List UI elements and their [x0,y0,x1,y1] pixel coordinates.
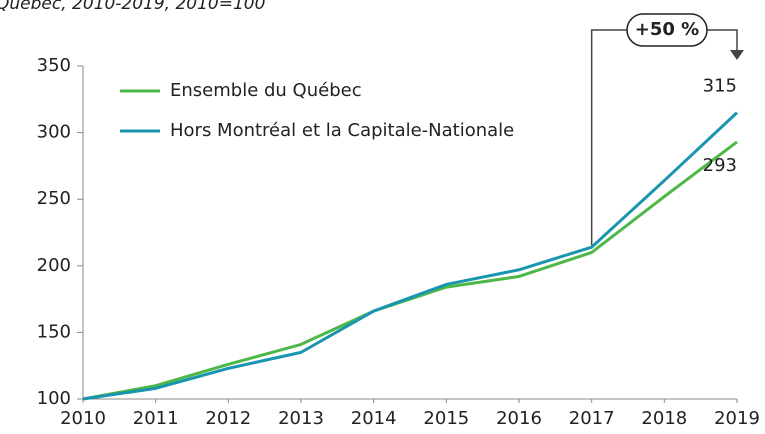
annotation-text: +50 % [635,19,699,40]
y-tick-label: 100 [37,388,71,409]
end-label: 315 [703,76,737,97]
annotation-bracket [590,29,738,246]
y-tick-label: 350 [37,55,71,76]
chart-subtitle: Québec, 2010-2019, 2010=100 [0,0,265,14]
annotation-arrow [730,50,744,60]
x-tick-label: 2012 [205,408,251,429]
x-tick-label: 2015 [423,408,469,429]
annotation-box [626,13,708,47]
x-tick-label: 2010 [60,408,106,429]
x-tick-label: 2011 [133,408,179,429]
legend-label: Hors Montréal et la Capitale-Nationale [170,120,514,141]
x-tick-label: 2013 [278,408,324,429]
x-tick-label: 2016 [496,408,542,429]
series-line [82,111,739,401]
x-tick-label: 2014 [351,408,397,429]
end-label: 293 [703,155,737,176]
x-tick-label: 2017 [569,408,615,429]
x-tick-label: 2018 [641,408,687,429]
y-tick-label: 300 [37,122,71,143]
legend-label: Ensemble du Québec [170,80,362,101]
y-tick-label: 150 [37,321,71,342]
y-tick-label: 200 [37,255,71,276]
x-tick-label: 2019 [714,408,760,429]
y-tick-label: 250 [37,188,71,209]
series-line [82,140,738,401]
